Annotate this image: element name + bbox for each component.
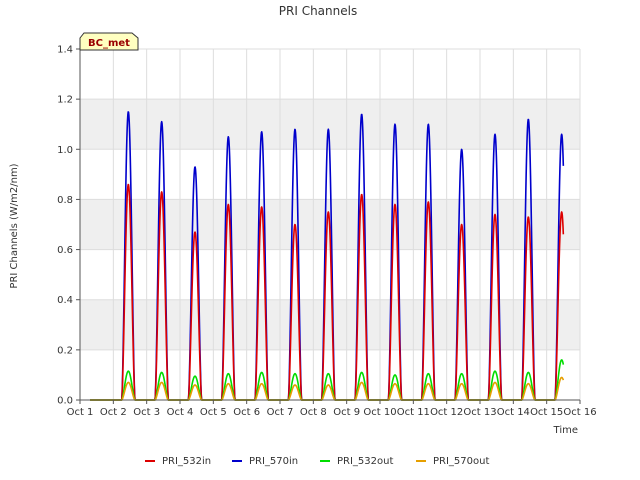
series-layer (79, 49, 580, 401)
x-axis-title: Time (553, 425, 578, 436)
y-tick-label: 0.0 (57, 396, 73, 407)
station-badge: BC_met (79, 32, 139, 51)
x-tick-label: Oct 12 (430, 407, 463, 418)
badge-label: BC_met (88, 38, 130, 49)
x-tick-label: Oct 1 (67, 407, 94, 418)
x-tick-label: Oct 9 (333, 407, 360, 418)
y-tick-label: 0.2 (57, 345, 73, 356)
y-axis-title: PRI Channels (W/m2/nm) (9, 163, 20, 288)
x-tick-label: Oct 3 (133, 407, 160, 418)
x-tick-label: Oct 4 (167, 407, 194, 418)
legend-label: PRI_532out (337, 456, 393, 467)
x-axis-ticks: Oct 1 Oct 2 Oct 3 Oct 4 Oct 5 Oct 6 Oct 7 Oct 8… (67, 400, 597, 418)
legend: PRI_532in PRI_570in PRI_532out PRI_570out (145, 456, 489, 467)
legend-label: PRI_570out (433, 456, 489, 467)
x-tick-label: Oct 10 (363, 407, 396, 418)
chart-title: PRI Channels (279, 4, 357, 18)
legend-label: PRI_532in (162, 456, 211, 467)
x-tick-label: Oct 13 (463, 407, 496, 418)
y-tick-label: 0.6 (57, 245, 73, 256)
legend-item-pri-532out: PRI_532out (320, 456, 393, 467)
y-tick-label: 0.4 (57, 295, 73, 306)
plot-band (80, 299, 580, 350)
legend-item-pri-570out: PRI_570out (416, 456, 489, 467)
legend-label: PRI_570in (249, 456, 298, 467)
y-axis-ticks: 0.0 0.2 0.4 0.6 0.8 1.0 1.2 1.4 (57, 45, 80, 407)
y-tick-label: 1.2 (57, 95, 73, 106)
y-tick-label: 1.4 (57, 45, 73, 56)
grid-lines (79, 48, 581, 401)
x-tick-label: Oct 16 (563, 407, 596, 418)
x-tick-label: Oct 8 (300, 407, 327, 418)
x-tick-label: Oct 15 (530, 407, 563, 418)
legend-item-pri-532in: PRI_532in (145, 456, 211, 467)
x-tick-label: Oct 6 (233, 407, 260, 418)
legend-item-pri-570in: PRI_570in (232, 456, 298, 467)
x-tick-label: Oct 5 (200, 407, 227, 418)
y-tick-label: 0.8 (57, 195, 73, 206)
y-tick-label: 1.0 (57, 145, 73, 156)
x-tick-label: Oct 14 (497, 407, 530, 418)
x-tick-label: Oct 11 (397, 407, 430, 418)
x-tick-label: Oct 7 (267, 407, 294, 418)
x-tick-label: Oct 2 (100, 407, 127, 418)
